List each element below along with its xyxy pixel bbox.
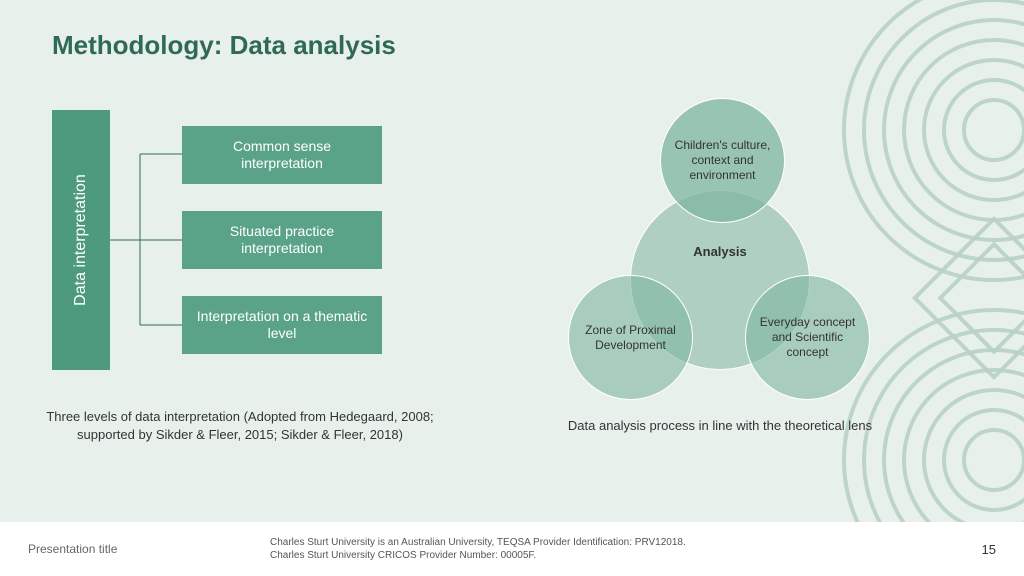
connector-lines [110, 110, 182, 370]
slide: Methodology: Data analysis Data interpre… [0, 0, 1024, 576]
box-situated-practice: Situated practice interpretation [182, 211, 382, 269]
footer-presentation-title: Presentation title [28, 542, 117, 556]
box-common-sense: Common sense interpretation [182, 126, 382, 184]
venn-diagram: Analysis Children's culture, context and… [520, 80, 920, 420]
data-interpretation-bar: Data interpretation [52, 110, 110, 370]
slide-footer: Presentation title Charles Sturt Univers… [0, 522, 1024, 576]
footer-legal: Charles Sturt University is an Australia… [270, 536, 830, 562]
box-thematic-level: Interpretation on a thematic level [182, 296, 382, 354]
circle-children-culture: Children's culture, context and environm… [660, 98, 785, 223]
left-diagram: Data interpretation Common sense interpr… [52, 110, 392, 390]
slide-title: Methodology: Data analysis [52, 30, 396, 61]
left-caption: Three levels of data interpretation (Ado… [30, 408, 450, 443]
footer-page-number: 15 [982, 542, 996, 557]
data-interpretation-label: Data interpretation [72, 174, 90, 306]
circle-everyday-concept: Everyday concept and Scientific concept [745, 275, 870, 400]
circle-zpd: Zone of Proximal Development [568, 275, 693, 400]
right-caption: Data analysis process in line with the t… [520, 418, 920, 433]
